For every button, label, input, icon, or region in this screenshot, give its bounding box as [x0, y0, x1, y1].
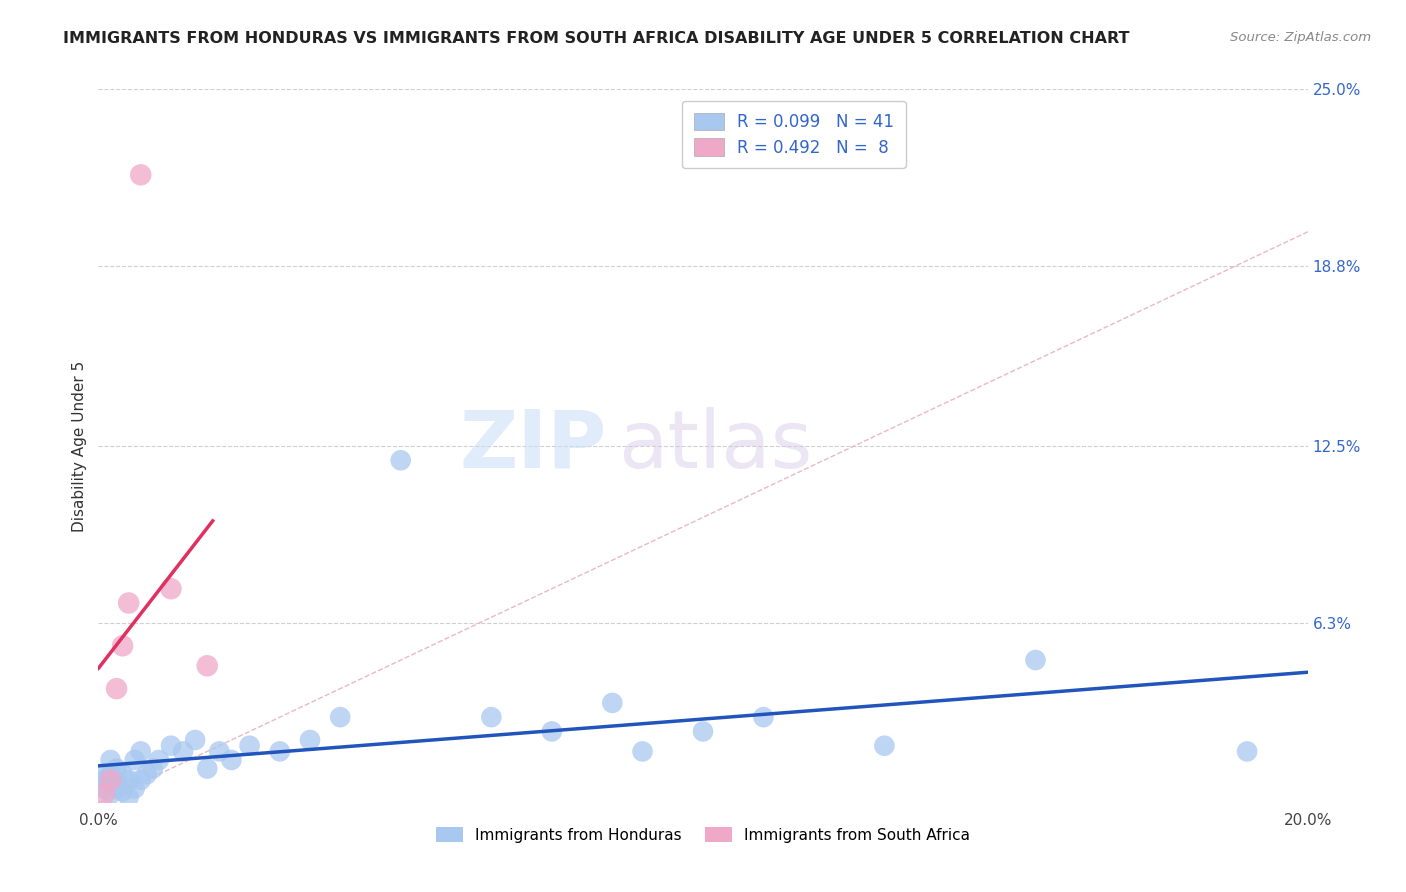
Point: [692, 724, 714, 739]
Point: [208, 744, 231, 758]
Point: [873, 739, 896, 753]
Point: [239, 739, 262, 753]
Point: [124, 753, 146, 767]
Point: [269, 744, 291, 758]
Point: [160, 582, 183, 596]
Point: [93, 767, 115, 781]
Point: [100, 772, 122, 787]
Point: [160, 739, 183, 753]
Point: [118, 596, 141, 610]
Text: atlas: atlas: [619, 407, 813, 485]
Point: [118, 790, 141, 805]
Point: [100, 753, 122, 767]
Point: [105, 772, 128, 787]
Point: [1236, 744, 1258, 758]
Point: [631, 744, 654, 758]
Text: Source: ZipAtlas.com: Source: ZipAtlas.com: [1230, 31, 1371, 45]
Point: [389, 453, 412, 467]
Point: [100, 776, 122, 790]
Point: [100, 787, 122, 801]
Y-axis label: Disability Age Under 5: Disability Age Under 5: [72, 360, 87, 532]
Point: [172, 744, 194, 758]
Point: [105, 762, 128, 776]
Point: [124, 781, 146, 796]
Point: [93, 787, 115, 801]
Point: [221, 753, 243, 767]
Point: [195, 658, 218, 673]
Point: [111, 767, 134, 781]
Point: [100, 767, 122, 781]
Point: [111, 784, 134, 798]
Point: [195, 762, 218, 776]
Point: [105, 781, 128, 796]
Point: [93, 772, 115, 787]
Text: ZIP: ZIP: [458, 407, 606, 485]
Point: [111, 639, 134, 653]
Point: [135, 767, 157, 781]
Point: [129, 168, 152, 182]
Point: [105, 681, 128, 696]
Point: [752, 710, 775, 724]
Point: [329, 710, 352, 724]
Point: [184, 733, 207, 747]
Point: [1024, 653, 1046, 667]
Point: [129, 744, 152, 758]
Point: [118, 772, 141, 787]
Point: [142, 762, 165, 776]
Legend: Immigrants from Honduras, Immigrants from South Africa: Immigrants from Honduras, Immigrants fro…: [429, 821, 977, 848]
Point: [540, 724, 562, 739]
Point: [299, 733, 322, 747]
Point: [129, 772, 152, 787]
Point: [148, 753, 170, 767]
Point: [602, 696, 624, 710]
Point: [481, 710, 503, 724]
Text: IMMIGRANTS FROM HONDURAS VS IMMIGRANTS FROM SOUTH AFRICA DISABILITY AGE UNDER 5 : IMMIGRANTS FROM HONDURAS VS IMMIGRANTS F…: [63, 31, 1130, 46]
Point: [93, 781, 115, 796]
